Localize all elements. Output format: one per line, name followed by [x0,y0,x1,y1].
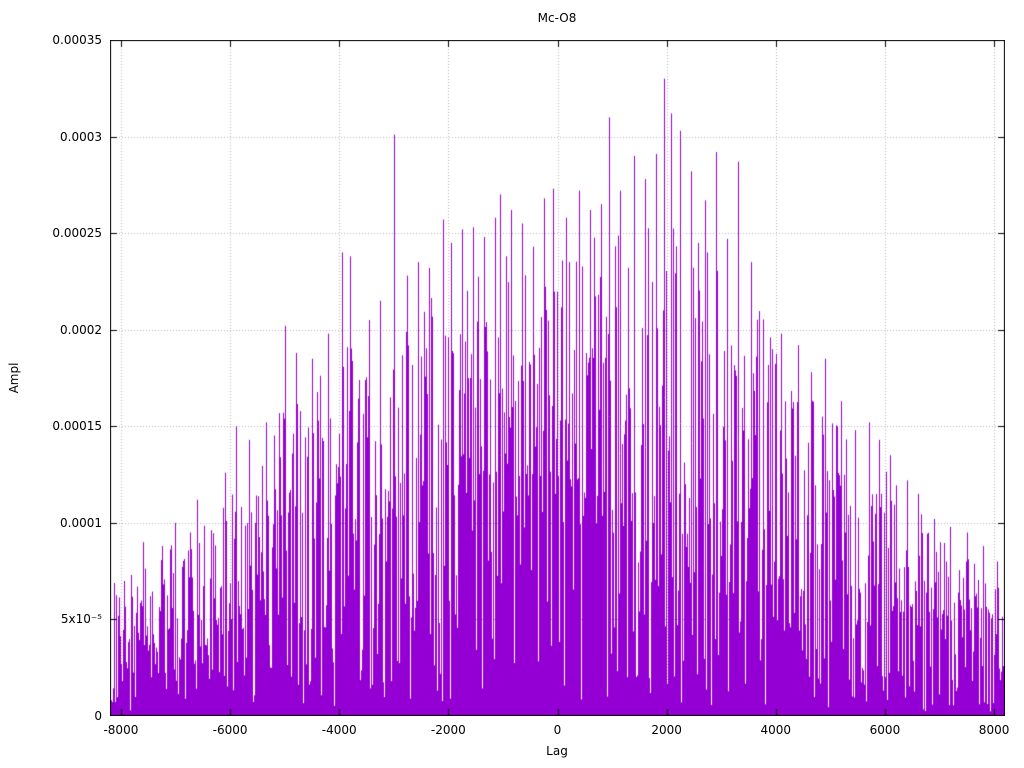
y-tick-label: 0.00035 [52,33,102,47]
x-tick-label: -2000 [430,723,466,737]
x-tick-label: -8000 [103,723,139,737]
y-axis-label: Ampl [7,362,21,394]
plot-canvas [110,40,1005,716]
x-tick-label: -6000 [212,723,248,737]
y-tick-label: 0.00015 [52,419,102,434]
y-tick-label: 0.00025 [52,226,102,241]
y-tick-label: 0 [94,709,102,723]
y-tick-label: 0.0002 [60,322,102,337]
x-tick-label: 0 [553,723,562,737]
y-tick-label: 5x10⁻⁵ [60,612,102,627]
x-tick-label: 6000 [869,723,901,737]
x-tick-label: 2000 [651,723,682,737]
x-tick-label: 8000 [978,723,1010,737]
x-tick-label: 4000 [760,723,792,737]
y-tick-label: 0.0001 [60,515,102,530]
y-tick-label: 0.0003 [60,129,102,144]
x-tick-label: -4000 [321,723,357,737]
x-axis-label: Lag [546,744,568,758]
chart-title: Mc-O8 [537,11,577,25]
